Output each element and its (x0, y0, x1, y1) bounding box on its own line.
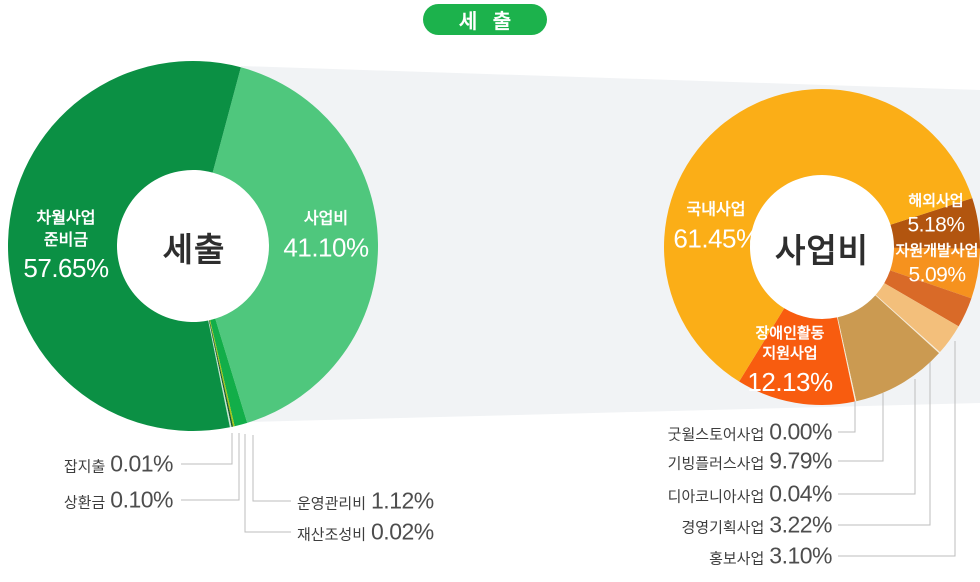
label-business-expenses-name: 사업비 (303, 210, 349, 228)
label-next-month-reserve-line2: 준비금 (43, 231, 89, 249)
donut-right (664, 89, 980, 406)
callout-misc-expenditure: 잡지출 0.01% (63, 450, 174, 478)
callout-property-formation-pct: 0.02% (371, 518, 434, 545)
donut-left-segment-property-formation (209, 320, 235, 427)
label-resource-development: 자원개발사업 5.09% (896, 242, 979, 291)
callout-goodwill-store-pct: 0.00% (769, 418, 832, 445)
leader-diakonia (838, 379, 916, 495)
leader-operations-management (252, 435, 291, 502)
leader-repayment (181, 433, 240, 501)
callout-operations-management-pct: 1.12% (371, 487, 434, 514)
donut-left-segment-misc-expenditure (208, 320, 232, 428)
callout-repayment-pct: 0.10% (110, 486, 173, 513)
label-next-month-reserve-pct: 57.65% (23, 253, 109, 284)
label-business-expenses: 사업비 41.10% (283, 209, 369, 266)
donut-left (8, 60, 379, 432)
label-disability-support-line1: 장애인활동 (755, 325, 825, 343)
label-domestic-business-pct: 61.45% (673, 223, 759, 254)
callout-giving-plus-name: 기빙플러스사업 (667, 455, 765, 473)
callout-repayment-name: 상환금 (63, 494, 106, 512)
callout-diakonia-pct: 0.04% (769, 480, 832, 507)
label-overseas-business-name: 해외사업 (908, 192, 964, 210)
leader-giving-plus (838, 393, 884, 462)
donut-right-hole (750, 175, 894, 319)
right-donut-center-label: 사업비 (774, 232, 870, 269)
callout-goodwill-store: 굿윌스토어사업 0.00% (667, 418, 833, 446)
label-resource-development-name: 자원개발사업 (895, 242, 979, 260)
label-disability-support-line2: 지원사업 (762, 345, 818, 363)
label-resource-development-pct: 5.09% (908, 263, 966, 287)
label-domestic-business-name: 국내사업 (686, 201, 746, 219)
leader-management-planning (838, 362, 931, 526)
callout-pr-business-name: 홍보사업 (709, 550, 765, 568)
donut-right-segment-diakonia-business (875, 294, 940, 354)
donut-right-segment-domestic-business (664, 89, 973, 382)
callout-management-planning-pct: 3.22% (769, 511, 832, 538)
leader-property-formation (244, 434, 291, 533)
donut-left-hole (117, 170, 269, 322)
donut-right-segment-giving-plus (837, 295, 940, 402)
donut-right-segment-overseas-business (890, 198, 980, 249)
donut-right-segment-disability-support (739, 308, 855, 406)
callout-giving-plus: 기빙플러스사업 9.79% (667, 447, 833, 475)
callout-management-planning-name: 경영기획사업 (681, 519, 765, 537)
callout-misc-expenditure-pct: 0.01% (110, 450, 173, 477)
expenditure-badge: 세 출 (423, 4, 547, 35)
callout-diakonia: 디아코니아사업 0.04% (667, 480, 833, 508)
left-donut-center-label: 세출 (162, 231, 226, 268)
badge-label: 세 출 (458, 11, 517, 33)
label-overseas-business-pct: 5.18% (907, 213, 965, 237)
callout-goodwill-store-name: 굿윌스토어사업 (667, 426, 765, 444)
label-domestic-business: 국내사업 61.45% (673, 200, 759, 257)
donut-right-segment-management-planning (875, 283, 959, 353)
label-overseas-business: 해외사업 5.18% (907, 192, 965, 241)
callout-pr-business-pct: 3.10% (769, 542, 832, 569)
donut-right-segment-goodwill-store (837, 317, 857, 402)
donut-right-segment-pr-business (884, 270, 972, 327)
leader-goodwill-store (838, 401, 856, 433)
callout-operations-management-name: 운영관리비 (297, 495, 367, 513)
callout-pr-business: 홍보사업 3.10% (709, 543, 832, 570)
callout-diakonia-name: 디아코니아사업 (667, 488, 765, 506)
label-business-expenses-pct: 41.10% (283, 232, 369, 263)
label-disability-support-pct: 12.13% (747, 366, 833, 397)
callout-property-formation-name: 재산조성비 (297, 526, 367, 544)
donut-left-segment-next-month-reserve (8, 60, 241, 432)
callout-repayment: 상환금 0.10% (63, 486, 174, 514)
leader-pr-business (838, 341, 956, 557)
donut-left-segment-operations-management (210, 318, 248, 427)
label-disability-support: 장애인활동 지원사업 12.13% (747, 324, 833, 400)
callout-property-formation: 재산조성비 0.02% (297, 519, 434, 546)
donut-left-segment-repayment (208, 320, 234, 427)
label-next-month-reserve-line1: 차월사업 (36, 209, 96, 227)
callout-operations-management: 운영관리비 1.12% (297, 488, 434, 515)
callout-misc-expenditure-name: 잡지출 (63, 458, 106, 476)
label-next-month-reserve: 차월사업 준비금 57.65% (23, 208, 109, 286)
donut-right-segment-resource-development (890, 247, 980, 299)
callout-giving-plus-pct: 9.79% (769, 447, 832, 474)
callout-management-planning: 경영기획사업 3.22% (681, 512, 832, 539)
donut-left-segment-business-expenses (212, 67, 379, 423)
leader-misc-expenditure (181, 433, 233, 465)
